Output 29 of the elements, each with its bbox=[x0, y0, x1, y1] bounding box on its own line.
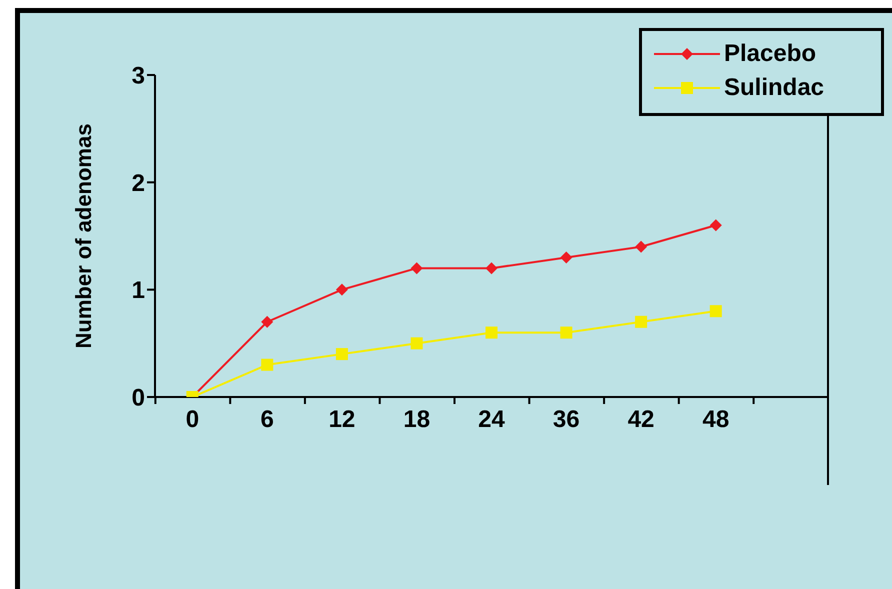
point bbox=[261, 316, 274, 328]
x-tick-label: 18 bbox=[403, 406, 430, 433]
point bbox=[635, 240, 648, 253]
point bbox=[560, 251, 572, 264]
y-axis-title: Number of adenomas bbox=[70, 124, 96, 348]
x-tick-label: 12 bbox=[328, 406, 356, 433]
y-tick-label: 1 bbox=[132, 277, 145, 304]
point bbox=[410, 337, 423, 350]
legend-label: Placebo bbox=[724, 40, 816, 68]
y-tick-label: 0 bbox=[132, 384, 145, 412]
x-tick-label: 0 bbox=[186, 406, 200, 433]
x-tick-label: 6 bbox=[260, 406, 274, 433]
point bbox=[336, 348, 348, 360]
x-tick-label: 48 bbox=[702, 406, 730, 433]
point bbox=[410, 262, 423, 274]
point bbox=[486, 326, 498, 339]
x-tick-label: 24 bbox=[478, 406, 506, 433]
point bbox=[710, 219, 722, 232]
legend-label: Sulindac bbox=[724, 74, 824, 102]
point bbox=[336, 284, 348, 296]
point bbox=[486, 262, 498, 274]
x-tick-label: 42 bbox=[628, 406, 654, 433]
point bbox=[261, 358, 274, 371]
y-tick-label: 3 bbox=[132, 62, 145, 90]
y-tick-label: 2 bbox=[132, 170, 145, 197]
point bbox=[635, 316, 648, 328]
point bbox=[710, 305, 722, 318]
point bbox=[560, 326, 572, 339]
x-tick-label: 36 bbox=[552, 406, 580, 433]
